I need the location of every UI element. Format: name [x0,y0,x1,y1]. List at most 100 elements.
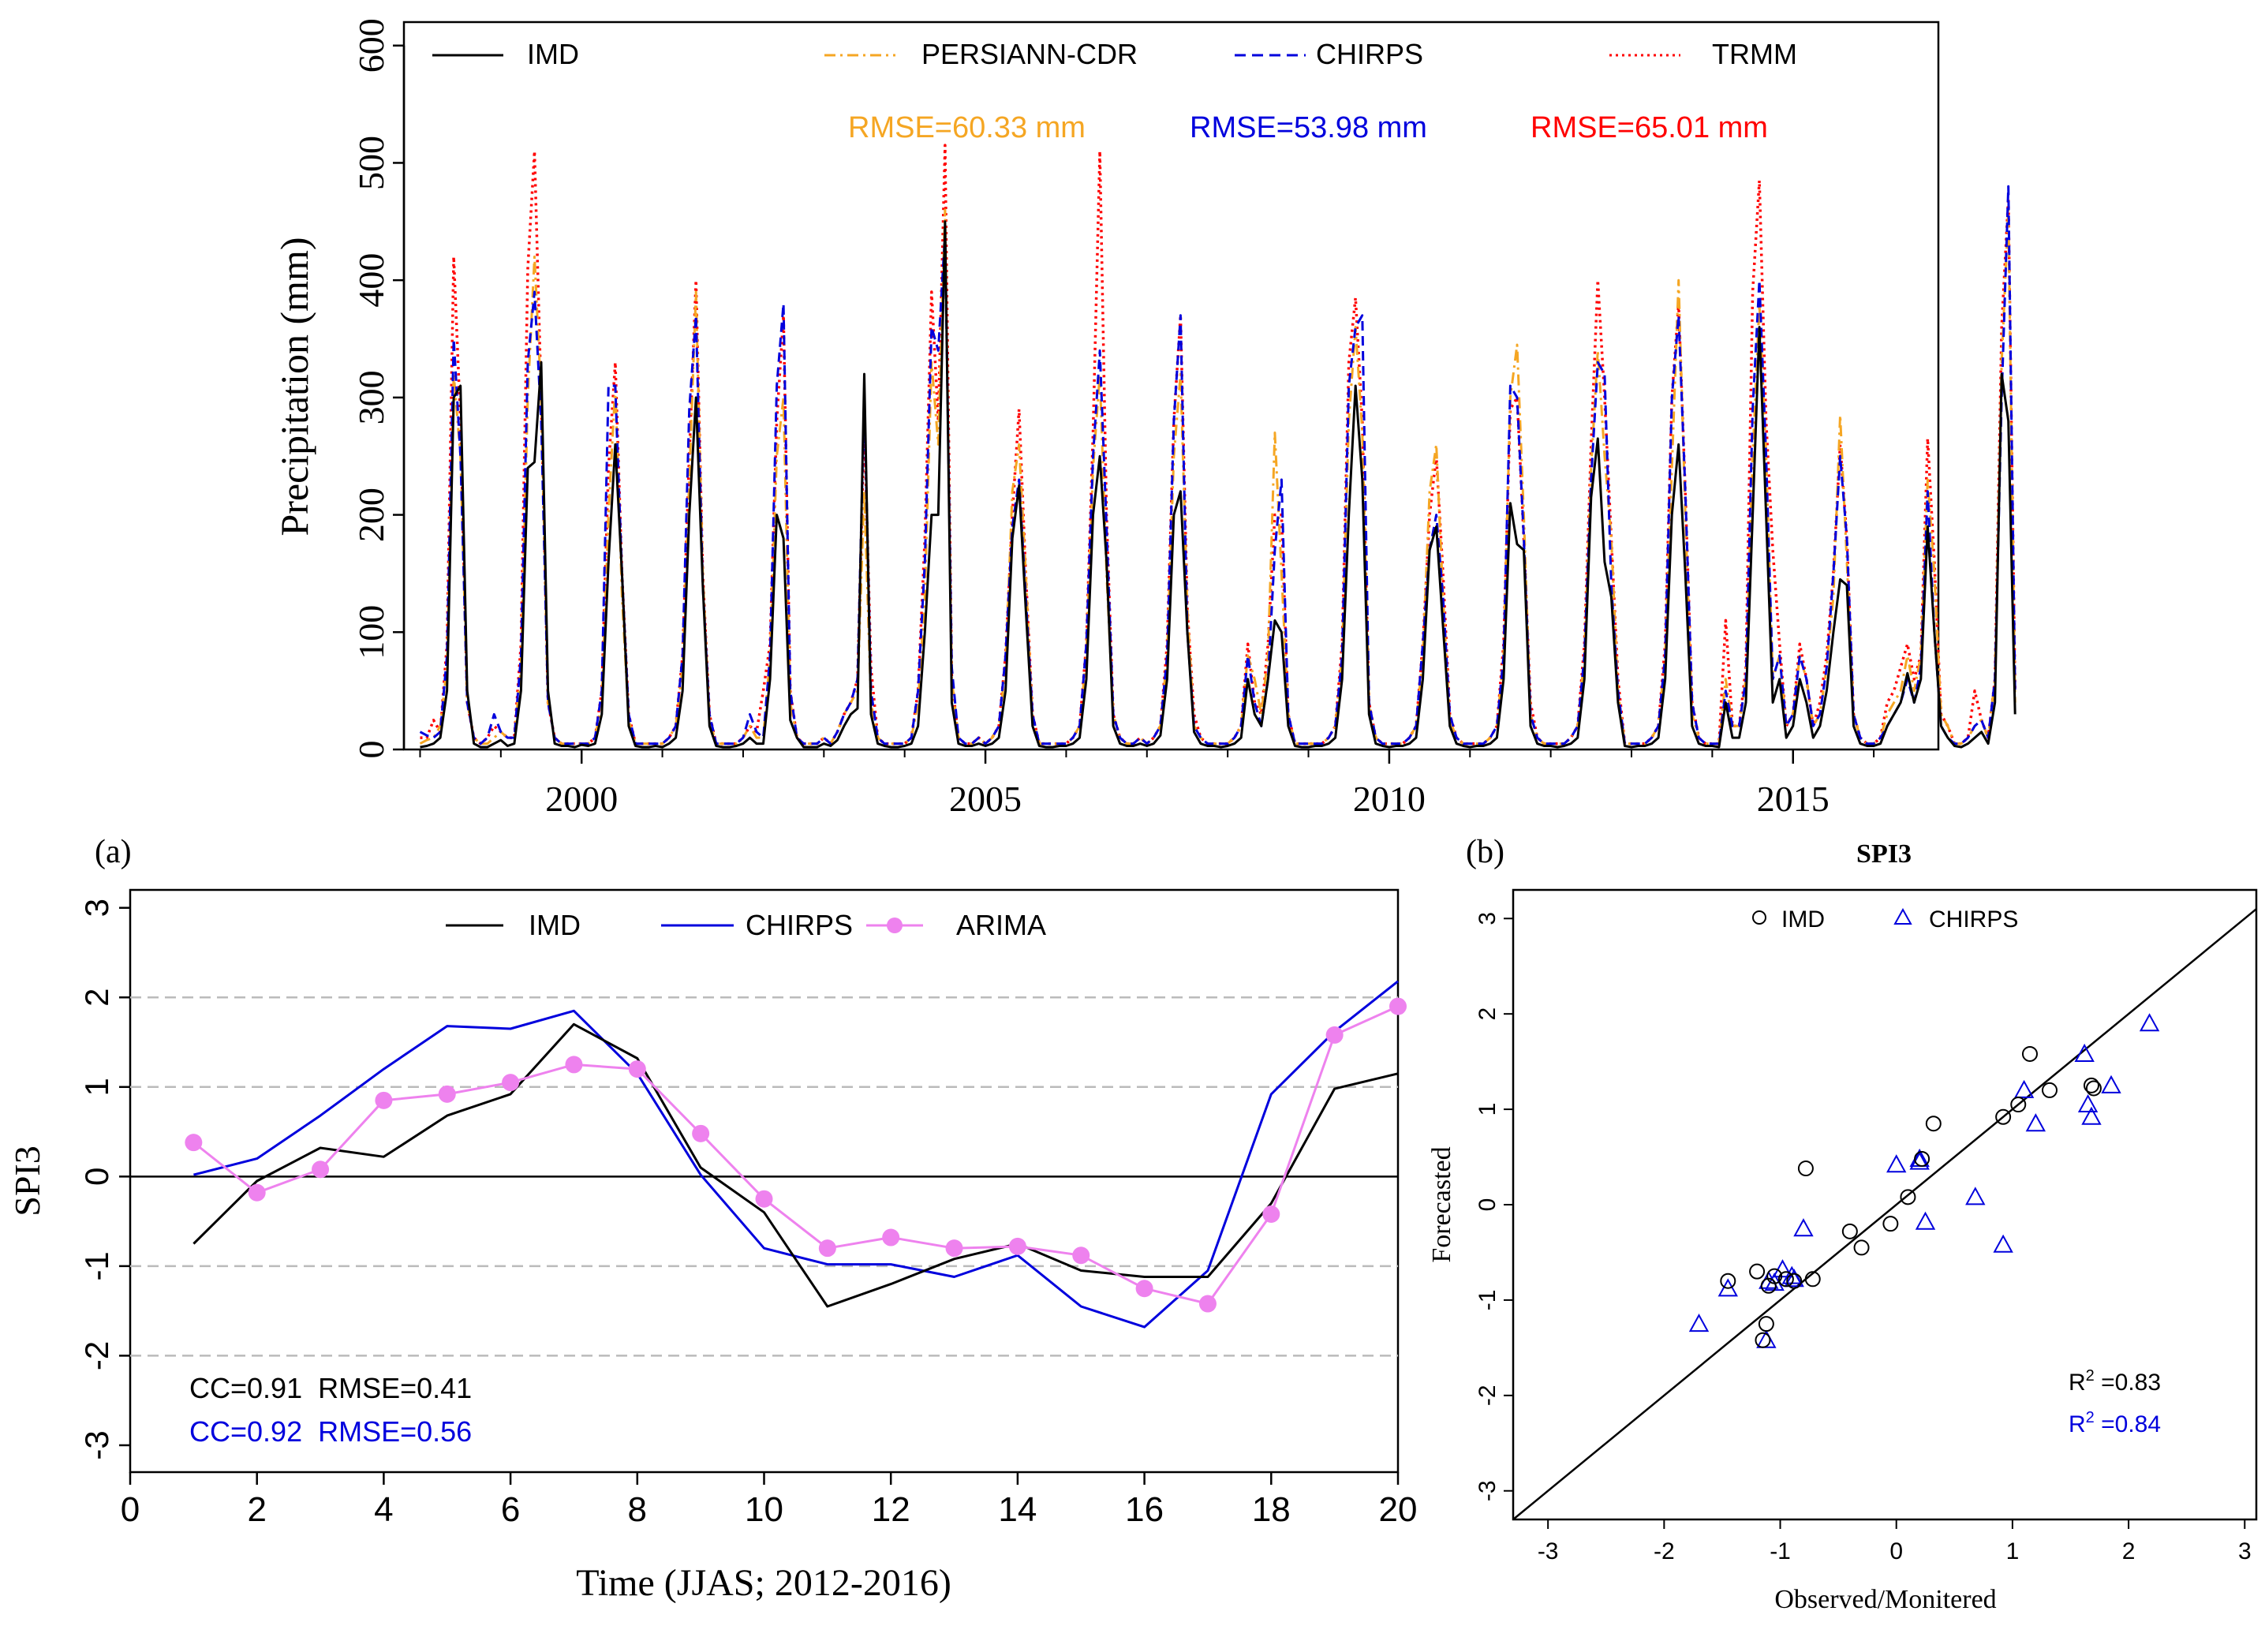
top-x-tick-label: 2010 [1353,779,1426,819]
rmse-trmm-annotation: RMSE=65.01 mm [1531,111,1768,144]
panel-b-x-tick-label: 2 [2122,1538,2136,1564]
panel-a-x-axis-label: Time (JJAS; 2012-2016) [576,1562,951,1604]
panel-b-x-axis-label: Observed/Monitered [1774,1585,1996,1614]
panel-a-x-tick-label: 0 [121,1490,140,1529]
top-x-tick-label: 2000 [545,779,618,819]
legend-imd-label: IMD [527,38,579,70]
panel-a-arima-point [1198,1295,1217,1313]
panel-b-chirps-point [1965,1187,1986,1205]
legend-chirps-label: CHIRPS [1316,38,1423,70]
legend-persiann-label: PERSIANN-CDR [921,38,1138,70]
panel-b-imd-point [2085,1080,2102,1097]
panel-a-imd-line [192,1022,1399,1308]
panel-b-chirps-point [2081,1106,2102,1125]
top-legend: IMD PERSIANN-CDR CHIRPS TRMM [432,38,1797,70]
panel-b-chirps-point [2101,1075,2121,1093]
panel-b-x-tick-label: -2 [1654,1538,1675,1564]
top-series-group [419,144,2016,749]
legend-a-arima-label: ARIMA [956,909,1046,941]
panel-b-chirps-point [1772,1259,1793,1278]
top-y-tick-label: 500 [351,136,391,190]
panel-a-arima-point [312,1161,330,1179]
panel-a-label: (a) [95,834,132,870]
panel-b-chirps-point [1793,1218,1814,1237]
panel-b-x-tick-label: -3 [1538,1538,1559,1564]
panel-b-imd-point [1777,1271,1794,1288]
panel-a-arima-point [565,1056,583,1074]
panel-b-y-axis-label: Forecasted [1427,1146,1456,1262]
series-imd-line [420,220,2016,749]
legend-trmm-label: TRMM [1712,38,1797,70]
panel-a-arima-point [1262,1205,1280,1224]
top-y-tick-label: 100 [351,605,391,660]
panel-b-imd-point [2010,1097,2027,1113]
panel-a-chirps-line [193,980,1399,1329]
legend-b-chirps-label: CHIRPS [1929,906,2018,933]
panel-a-reference-lines [130,996,1398,1357]
top-y-axis: 0 100 200 300 400 500 600 [351,18,406,759]
panel-b-y-tick-label: -3 [1474,1480,1501,1501]
panel-a-arima-point [1389,997,1407,1015]
panel-b-imd-point [1853,1239,1870,1256]
panel-b-imd-point [1786,1273,1803,1289]
series-chirps-line [419,185,2016,746]
top-y-tick-label: 200 [351,488,391,542]
panel-a-arima-point [1008,1237,1026,1255]
top-y-tick-label: 0 [351,741,391,759]
panel-b-plot-area [1512,908,2257,1520]
panel-a-y-axis: -3 -2 -1 0 1 2 3 [78,899,130,1460]
legend-b-imd-label: IMD [1781,906,1825,933]
panel-b-imd-point [1804,1271,1821,1288]
panel-b-chirps-point [2139,1013,2160,1032]
panel-b-x-tick-label: 3 [2238,1538,2252,1564]
panel-a-y-tick-label: -1 [78,1251,115,1280]
panel-b-y-tick-label: 1 [1474,1103,1501,1116]
panel-b-y-tick-label: 2 [1474,1007,1501,1021]
panel-b-x-axis: -3 -2 -1 0 1 2 3 [1538,1519,2252,1564]
panel-a-legend: IMD CHIRPS ARIMA [446,909,1046,941]
panel-b-imd-point [2042,1082,2058,1098]
panel-b-y-tick-label: -1 [1474,1290,1501,1311]
panel-a-x-tick-label: 2 [247,1490,266,1529]
panel-b-title: SPI3 [1856,839,1912,869]
panel-a-series-group [185,980,1407,1329]
panel-b-imd-point [1841,1223,1858,1239]
panel-b-x-tick-label: -1 [1770,1538,1791,1564]
panel-a-stats-chirps: CC=0.92 RMSE=0.56 [189,1415,472,1448]
panel-b-legend: IMD CHIRPS [1752,906,2018,933]
panel-a-x-tick-label: 6 [501,1490,520,1529]
panel-b-imd-point [1914,1150,1930,1167]
panel-a-arima-point [628,1060,646,1078]
panel-a-y-axis-label: SPI3 [7,1146,47,1216]
panel-a-arima-point [882,1228,900,1246]
panel-a-arima-point [502,1074,520,1092]
panel-a-x-tick-label: 16 [1125,1490,1164,1529]
top-y-tick-label: 400 [351,253,391,308]
top-x-tick-label: 2005 [949,779,1022,819]
panel-b-imd-point [1749,1263,1766,1280]
panel-b-imd-point [1758,1316,1774,1332]
panel-b-label: (b) [1466,834,1504,870]
top-y-tick-label: 600 [351,18,391,73]
panel-b-imd-point [1720,1273,1736,1289]
panel-b-x-tick-label: 1 [2006,1538,2020,1564]
panel-b-y-tick-label: -2 [1474,1385,1501,1406]
panel-b-imd-point [1900,1189,1916,1205]
panel-b-chirps-point [2077,1093,2099,1113]
panel-a-arima-line [192,1005,1399,1305]
panel-b-x-tick-label: 0 [1889,1538,1903,1564]
panel-b-imd-point [1760,1277,1777,1294]
panel-b-chirps-point [2025,1113,2046,1132]
panel-a-x-tick-label: 12 [872,1490,910,1529]
panel-b-chirps-point [2013,1079,2035,1098]
panel-b-y-axis: -3 -2 -1 0 1 2 3 [1474,912,1513,1501]
legend-a-imd-label: IMD [529,909,581,941]
panel-a-stats-imd: CC=0.91 RMSE=0.41 [189,1372,472,1404]
panel-a-x-tick-label: 8 [628,1490,647,1529]
panel-b-imd-point [1925,1116,1942,1132]
panel-a-arima-point [692,1124,710,1142]
panel-a-arima-point [248,1183,266,1202]
panel-a-y-tick-label: 3 [78,899,115,917]
panel-a-x-tick-label: 20 [1379,1490,1418,1529]
